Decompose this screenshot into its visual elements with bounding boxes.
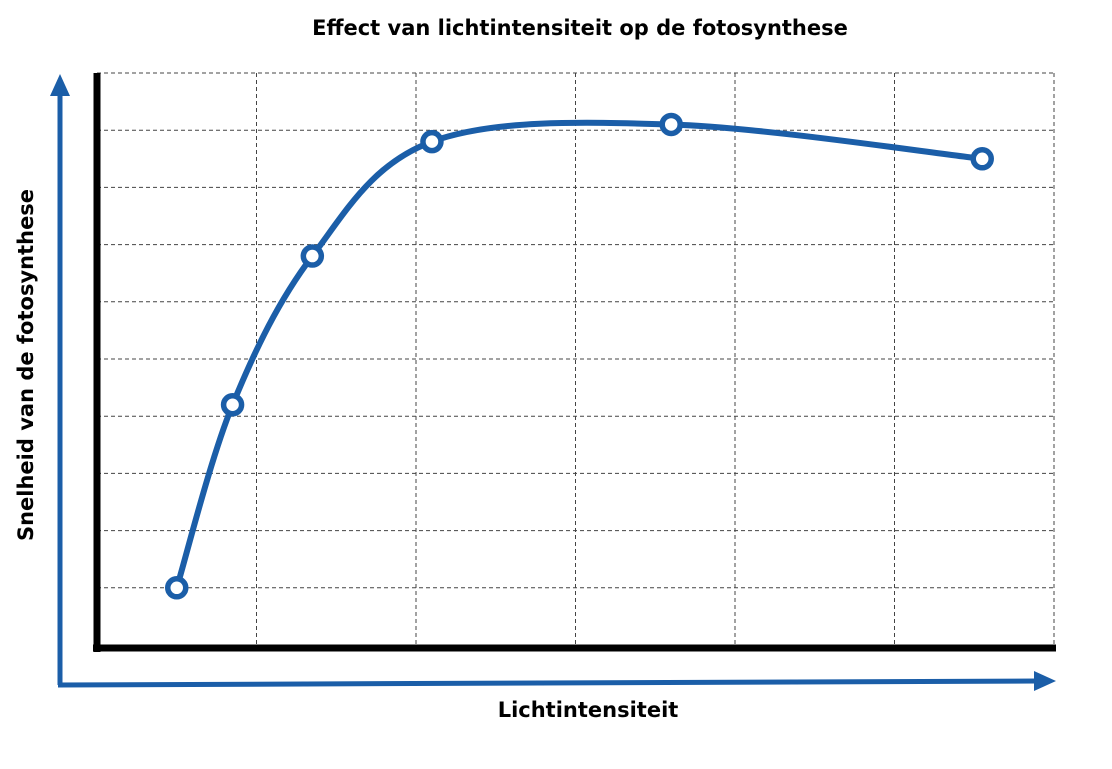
x-axis-label: Lichtintensiteit — [498, 698, 679, 722]
point — [420, 129, 444, 154]
point — [659, 112, 683, 137]
x-arrowhead — [1034, 671, 1056, 691]
point — [220, 393, 245, 417]
point — [165, 576, 189, 600]
grid — [97, 72, 1055, 645]
y-axis-label: Snelheid van de fotosynthese — [14, 189, 38, 541]
point — [300, 244, 325, 268]
x-arrow — [57, 678, 1039, 688]
line — [173, 119, 986, 591]
chart-title: Effect van lichtintensiteit op de fotosy… — [312, 16, 848, 40]
plot — [165, 112, 994, 600]
point — [970, 147, 994, 171]
y-arrowhead — [50, 74, 70, 96]
